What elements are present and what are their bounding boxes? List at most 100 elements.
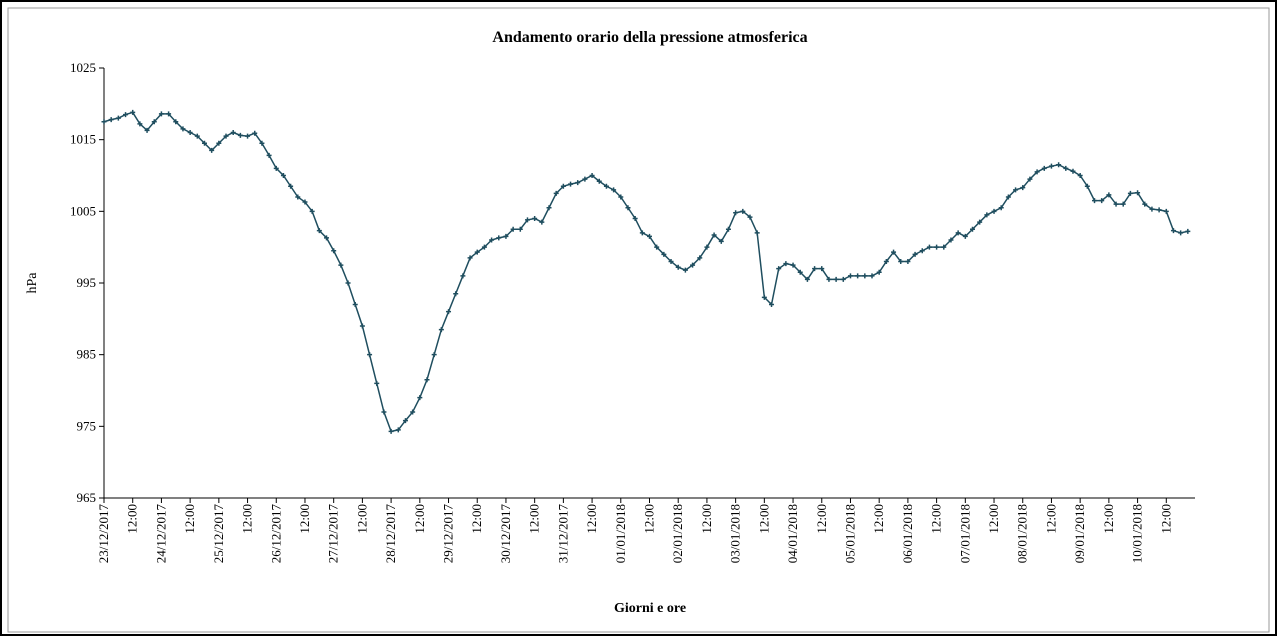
data-point — [115, 115, 121, 121]
data-point — [123, 112, 129, 118]
data-point — [481, 244, 487, 250]
x-tick-label: 02/01/2018 — [670, 504, 685, 563]
data-point — [209, 147, 215, 153]
data-point — [883, 259, 889, 264]
data-point — [431, 352, 437, 358]
data-point — [367, 352, 373, 358]
x-tick-label: 12:00 — [240, 504, 255, 534]
x-tick-label: 03/01/2018 — [728, 504, 743, 563]
data-point — [539, 219, 545, 225]
data-point — [166, 111, 172, 117]
data-point — [158, 111, 164, 117]
data-point — [769, 302, 775, 307]
data-point — [840, 276, 846, 282]
data-point — [560, 183, 566, 189]
data-point — [948, 237, 954, 243]
x-tick-label: 27/12/2017 — [326, 504, 341, 564]
data-point — [869, 273, 875, 279]
x-tick-label: 31/12/2017 — [555, 504, 570, 564]
data-point — [790, 262, 796, 268]
data-point — [1135, 190, 1141, 196]
data-point — [532, 216, 538, 221]
data-point — [201, 140, 207, 146]
data-point — [474, 249, 480, 255]
data-point — [438, 327, 444, 333]
data-point — [302, 199, 308, 205]
data-point — [345, 280, 351, 286]
y-tick-label: 985 — [77, 347, 97, 362]
data-point — [891, 249, 897, 255]
data-point — [187, 130, 193, 135]
x-tick-label: 12:00 — [1101, 504, 1116, 534]
data-point — [402, 418, 408, 424]
data-point — [489, 237, 495, 243]
data-point — [288, 183, 294, 189]
data-point — [280, 173, 286, 178]
x-tick-label: 28/12/2017 — [383, 504, 398, 564]
x-tick-label: 12:00 — [469, 504, 484, 534]
data-point — [740, 208, 746, 214]
data-point — [783, 261, 789, 267]
data-point — [1178, 230, 1184, 236]
data-point — [919, 248, 925, 254]
data-point — [969, 226, 975, 232]
chart-title: Andamento orario della pressione atmosfe… — [492, 29, 807, 46]
data-point — [797, 269, 803, 275]
data-point — [503, 233, 509, 239]
data-point — [1142, 201, 1148, 207]
data-point — [855, 273, 861, 279]
data-point — [690, 262, 696, 268]
data-point — [934, 244, 940, 250]
data-point — [1027, 176, 1033, 182]
data-point — [675, 264, 681, 270]
data-point — [381, 409, 387, 415]
data-point — [230, 130, 236, 135]
y-tick-label: 1025 — [70, 60, 96, 75]
x-axis-label: Giorni e ore — [614, 601, 686, 616]
x-tick-label: 12:00 — [125, 504, 140, 534]
data-point — [661, 251, 667, 257]
data-point — [632, 216, 638, 221]
data-point — [517, 226, 523, 232]
data-point — [704, 244, 710, 250]
data-point — [1048, 163, 1054, 169]
data-point — [747, 214, 753, 220]
data-point — [324, 235, 330, 241]
x-tick-label: 12:00 — [642, 504, 657, 534]
data-point — [639, 230, 645, 236]
data-point — [1092, 198, 1098, 204]
data-point — [453, 291, 459, 297]
data-point — [754, 230, 760, 236]
data-point — [137, 121, 143, 127]
x-tick-label: 12:00 — [814, 504, 829, 534]
data-point — [266, 152, 272, 158]
data-point — [1127, 190, 1133, 196]
data-point — [352, 302, 358, 307]
data-point — [733, 210, 739, 216]
data-point — [417, 395, 423, 401]
data-point — [359, 323, 365, 329]
data-line — [103, 111, 1188, 433]
data-point — [776, 266, 782, 272]
x-tick-label: 01/01/2018 — [613, 504, 628, 563]
data-point — [130, 109, 136, 115]
data-point — [252, 130, 258, 136]
data-point — [668, 259, 674, 264]
data-point — [1056, 162, 1062, 168]
data-point — [144, 127, 150, 133]
x-tick-label: 12:00 — [1043, 504, 1058, 534]
data-point — [496, 235, 502, 241]
data-point — [582, 176, 588, 182]
x-tick-label: 12:00 — [1158, 504, 1173, 534]
x-tick-label: 10/01/2018 — [1130, 504, 1145, 563]
x-tick-label: 29/12/2017 — [441, 504, 456, 564]
x-tick-label: 06/01/2018 — [900, 504, 915, 563]
data-point — [1099, 198, 1105, 204]
data-point — [955, 230, 961, 236]
data-point — [804, 276, 810, 282]
data-point — [1170, 228, 1176, 234]
data-point — [410, 409, 416, 415]
data-point — [1156, 207, 1162, 213]
data-point — [295, 194, 301, 200]
